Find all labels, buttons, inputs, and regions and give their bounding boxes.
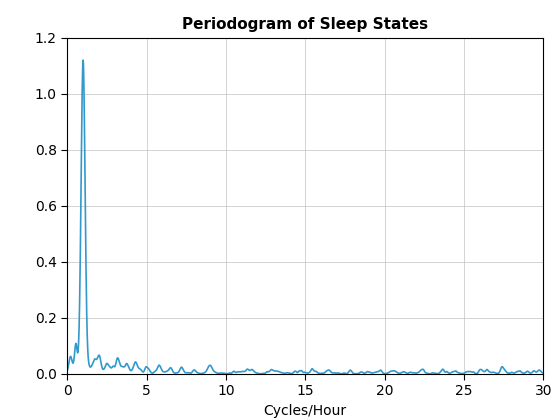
X-axis label: Cycles/Hour: Cycles/Hour bbox=[264, 404, 347, 418]
Title: Periodogram of Sleep States: Periodogram of Sleep States bbox=[182, 18, 428, 32]
